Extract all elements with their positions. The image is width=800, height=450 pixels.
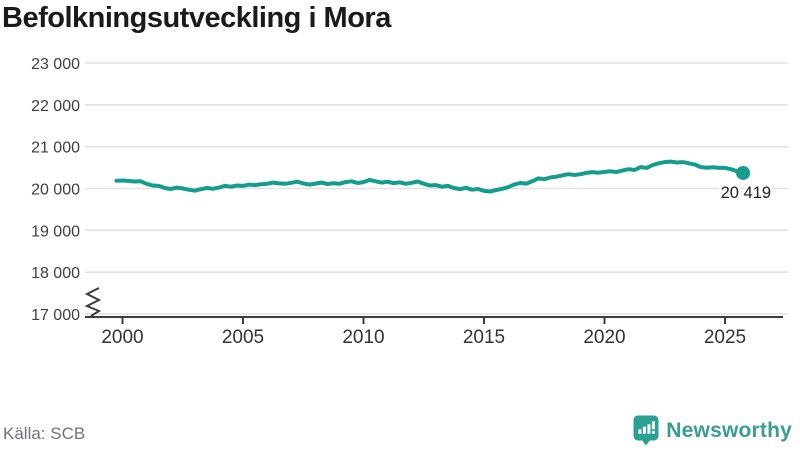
y-tick-label: 22 000 (31, 98, 80, 115)
line-chart: 17 000 18 000 19 000 20 000 21 000 22 000 23 0… (31, 56, 788, 348)
chart-title: Befolkningsutveckling i Mora (2, 2, 391, 34)
source-label: Källa: SCB (3, 424, 86, 443)
y-tick-label: 23 000 (31, 56, 80, 73)
x-tick-label: 2010 (342, 327, 384, 348)
axis-break-icon (84, 287, 102, 317)
y-tick-label: 18 000 (31, 265, 80, 282)
x-tick-label: 2005 (222, 327, 264, 348)
y-tick-label: 19 000 (31, 223, 80, 240)
x-tick-label: 2025 (704, 327, 746, 348)
y-tick-label: 17 000 (31, 307, 80, 324)
x-tick-label: 2015 (463, 327, 505, 348)
y-tick-label: 20 000 (31, 182, 80, 199)
plot-area: 17 000 18 000 19 000 20 000 21 000 22 000 23 0… (31, 56, 788, 348)
newsworthy-logo[interactable]: Newsworthy (633, 415, 792, 446)
y-tick-label: 21 000 (31, 140, 80, 157)
newsworthy-wordmark: Newsworthy (666, 418, 792, 442)
end-point-dot (736, 165, 751, 180)
x-tick-label: 2020 (583, 327, 625, 348)
population-line (114, 159, 746, 194)
newsworthy-chart-bubble-icon (633, 415, 659, 446)
end-value-label: 20 419 (721, 184, 771, 202)
x-tick-label: 2000 (101, 327, 143, 348)
